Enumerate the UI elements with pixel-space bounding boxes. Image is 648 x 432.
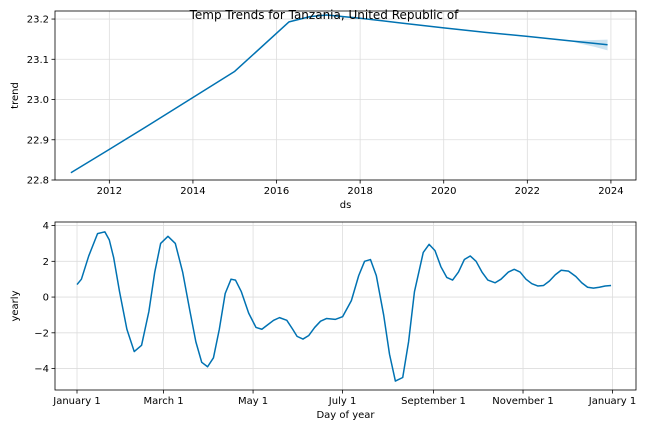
y-tick-label: −4 — [34, 364, 49, 375]
x-tick-label: 2016 — [264, 186, 289, 197]
x-tick-label: July 1 — [328, 396, 357, 407]
x-tick-label: March 1 — [144, 396, 184, 407]
series-line — [76, 231, 612, 382]
plot-frame — [54, 10, 637, 181]
x-tick-label: 2024 — [598, 186, 623, 197]
y-tick-label: 23.1 — [27, 55, 49, 66]
y-tick-label: 22.8 — [27, 176, 49, 187]
x-tick-label: 2012 — [97, 186, 122, 197]
y-tick-label: 22.9 — [27, 135, 49, 146]
x-tick-label: September 1 — [401, 396, 466, 407]
x-tick-label: May 1 — [238, 396, 268, 407]
y-tick-label: −2 — [34, 328, 49, 339]
yearly-panel: January 1 March 1 May 1 July 1 September 1 No… — [10, 221, 637, 421]
x-tick-label: 2018 — [347, 186, 372, 197]
y-axis-label: yearly — [10, 290, 21, 321]
x-tick-label: January 1 — [588, 396, 636, 407]
x-axis-label: Day of year — [316, 410, 375, 421]
series-line — [70, 14, 608, 174]
y-tick-label: 23.2 — [27, 15, 49, 26]
y-tick-label: 2 — [43, 257, 49, 268]
y-axis-label: trend — [10, 82, 21, 109]
y-tick-label: 0 — [43, 293, 49, 304]
y-tick-label: 23.0 — [27, 95, 49, 106]
x-tick-label: November 1 — [492, 396, 554, 407]
x-tick-label: 2020 — [431, 186, 456, 197]
x-tick-label: 2022 — [515, 186, 540, 197]
x-tick-label: January 1 — [52, 396, 100, 407]
trend-panel: 2012 2014 2016 2018 2020 2022 2024 22.8 22.9 23.0… — [10, 10, 637, 211]
chart-title: Temp Trends for Tanzania, United Republi… — [189, 8, 460, 22]
x-axis-label: ds — [340, 200, 352, 211]
x-tick-label: 2014 — [180, 186, 205, 197]
plot-frame — [54, 221, 637, 391]
y-tick-label: 4 — [43, 221, 49, 232]
